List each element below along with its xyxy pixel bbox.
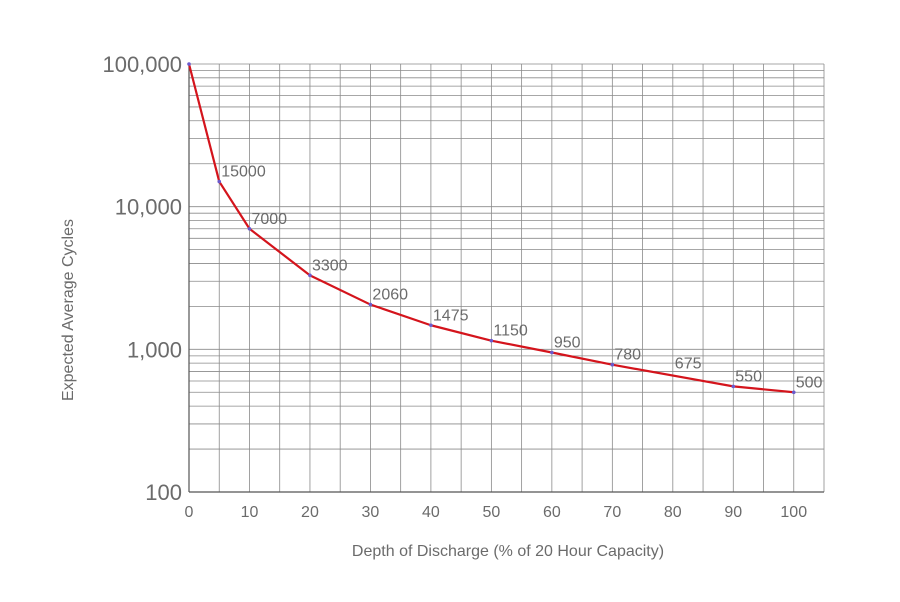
x-tick-label: 0 bbox=[185, 504, 194, 521]
x-tick-label: 70 bbox=[603, 504, 621, 521]
y-tick-label: 10,000 bbox=[115, 195, 182, 220]
y-tick-label: 1,000 bbox=[127, 337, 182, 362]
data-label: 950 bbox=[554, 335, 581, 352]
y-tick-label: 100,000 bbox=[102, 52, 182, 77]
y-tick-label: 100 bbox=[145, 480, 182, 505]
data-point bbox=[308, 273, 312, 278]
data-point bbox=[429, 323, 433, 328]
data-point bbox=[550, 350, 554, 355]
data-label: 675 bbox=[675, 356, 702, 373]
x-tick-labels: 0 10 20 30 40 50 60 70 80 90 100 bbox=[185, 504, 808, 521]
x-tick-label: 90 bbox=[724, 504, 742, 521]
data-label: 15000 bbox=[221, 164, 266, 181]
point-labels: 15000 7000 3300 2060 1475 1150 950 780 675 550 500 bbox=[221, 164, 822, 392]
axes bbox=[188, 64, 824, 493]
data-label: 2060 bbox=[372, 287, 408, 304]
x-tick-label: 40 bbox=[422, 504, 440, 521]
x-tick-label: 60 bbox=[543, 504, 561, 521]
x-tick-label: 30 bbox=[362, 504, 380, 521]
x-tick-label: 20 bbox=[301, 504, 319, 521]
data-label: 7000 bbox=[251, 211, 287, 228]
data-point bbox=[247, 226, 252, 231]
data-point bbox=[731, 384, 736, 389]
y-tick-labels: 100 1,000 10,000 100,000 bbox=[102, 52, 182, 505]
data-label: 550 bbox=[735, 368, 762, 385]
data-point bbox=[368, 302, 373, 307]
grid bbox=[189, 63, 825, 492]
x-tick-label: 80 bbox=[664, 504, 682, 521]
data-point bbox=[187, 62, 191, 66]
series bbox=[187, 62, 796, 395]
data-label: 1150 bbox=[493, 323, 528, 340]
data-label: 3300 bbox=[312, 257, 348, 274]
data-point bbox=[610, 362, 615, 367]
x-tick-label: 10 bbox=[241, 504, 259, 521]
data-point bbox=[489, 338, 494, 343]
data-label: 780 bbox=[614, 347, 641, 364]
data-point bbox=[791, 390, 796, 395]
y-axis-label: Expected Average Cycles bbox=[60, 219, 77, 401]
x-axis-label: Depth of Discharge (% of 20 Hour Capacit… bbox=[352, 543, 664, 560]
x-tick-label: 100 bbox=[780, 504, 807, 521]
x-tick-label: 50 bbox=[482, 504, 500, 521]
data-point bbox=[217, 179, 222, 184]
data-label: 500 bbox=[796, 374, 823, 391]
data-label: 1475 bbox=[433, 307, 469, 324]
